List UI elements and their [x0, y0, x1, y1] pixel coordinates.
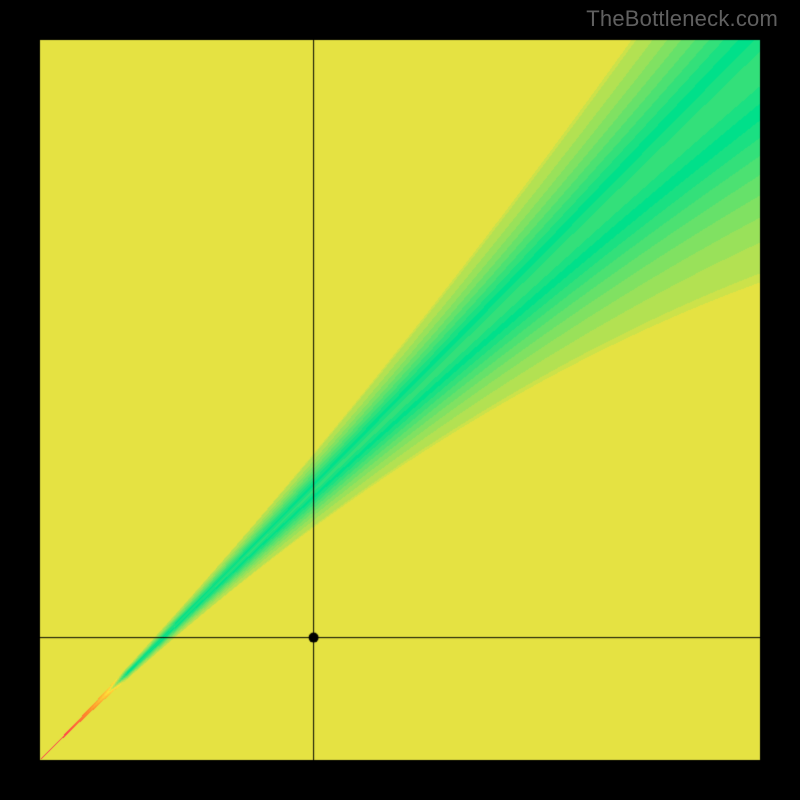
chart-container: TheBottleneck.com	[0, 0, 800, 800]
attribution-label: TheBottleneck.com	[586, 6, 778, 32]
heatmap-canvas	[0, 0, 800, 800]
